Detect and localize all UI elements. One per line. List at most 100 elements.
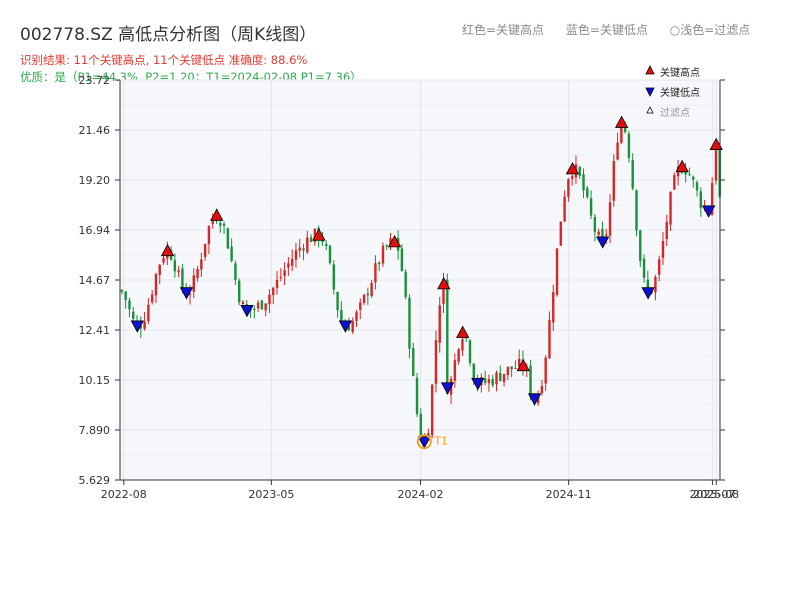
legend-low-icon	[645, 87, 655, 97]
candle-body	[139, 325, 143, 329]
legend-red-text: 红色=关键高点	[462, 23, 545, 37]
legend-light-text: ○浅色=过滤点	[669, 23, 751, 37]
candle-body	[211, 219, 214, 225]
markers: T1	[130, 115, 723, 450]
candle-body	[623, 124, 627, 132]
candle-body	[237, 280, 241, 303]
candle-body	[529, 365, 532, 395]
x-tick-label: 2024-02	[398, 488, 444, 501]
candle-body	[219, 223, 222, 226]
candle-body	[230, 246, 233, 261]
candle-body	[207, 226, 211, 245]
candle-body	[332, 264, 335, 290]
t1-circle	[416, 434, 432, 450]
candle-body	[631, 160, 634, 189]
candle-body	[442, 278, 445, 304]
axes: 5.629 7.890 10.15 12.41 14.67 16.94 19.20 21.46…	[79, 74, 740, 501]
key-high-marker	[160, 243, 175, 257]
candle-body	[688, 174, 691, 176]
candle-body	[419, 413, 423, 439]
candle-body	[400, 248, 404, 271]
y-tick-label: 21.46	[79, 124, 111, 137]
candle-body	[438, 305, 441, 343]
candle-body	[597, 231, 600, 235]
candle-body	[351, 320, 354, 332]
candle-body	[699, 191, 703, 208]
candle-body	[499, 372, 502, 381]
candle-body	[502, 373, 506, 383]
candle-body	[627, 133, 631, 158]
candle-body	[222, 223, 226, 226]
candle-body	[234, 263, 237, 280]
candle-body	[483, 378, 487, 383]
y-tick-label: 10.15	[79, 374, 111, 387]
key-high-marker	[387, 235, 402, 248]
candle-body	[567, 179, 570, 197]
candle-body	[665, 221, 668, 239]
key-low-marker	[701, 205, 716, 218]
candle-body	[128, 300, 131, 310]
candle-body	[268, 294, 271, 305]
candle-body	[298, 247, 301, 251]
y-tick-label: 16.94	[79, 224, 111, 237]
candle-body	[434, 340, 438, 384]
candle-body	[491, 379, 494, 386]
candle-body	[457, 349, 460, 362]
candle-body	[586, 188, 589, 198]
candle-body	[241, 301, 245, 305]
candle-body	[306, 237, 309, 253]
candle-body	[412, 348, 415, 376]
y-tick-label: 12.41	[79, 324, 111, 337]
key-high-marker	[675, 159, 689, 173]
candle-body	[389, 238, 392, 245]
candle-body	[673, 175, 676, 190]
key-high-marker	[210, 208, 224, 221]
candle-body	[661, 241, 665, 258]
candle-body	[548, 319, 551, 359]
candle-body	[147, 304, 150, 322]
candle-body	[601, 229, 604, 237]
x-tick-label: 2024-11	[546, 488, 592, 501]
candle-body	[514, 368, 517, 370]
legend-high-icon	[645, 65, 655, 75]
candle-body	[226, 228, 230, 249]
candle-body	[124, 291, 127, 300]
candle-body	[275, 279, 279, 288]
key-low-marker	[641, 287, 655, 300]
key-high-marker	[709, 137, 723, 150]
key-low-marker	[596, 236, 610, 249]
candle-body	[328, 245, 332, 263]
candle-body	[453, 360, 457, 381]
candle-body	[639, 230, 642, 262]
candle-body	[487, 379, 491, 384]
candle-body	[359, 302, 362, 310]
candle-body	[370, 282, 373, 297]
marker-legend: 关键高点 关键低点 过滤点	[645, 65, 700, 119]
candle-body	[620, 122, 623, 143]
candle-body	[593, 217, 597, 233]
candle-body	[692, 176, 695, 180]
key-low-marker	[130, 320, 144, 333]
candle-body	[181, 268, 184, 290]
y-tick-label: 14.67	[79, 274, 111, 287]
x-tick-label: 2022-08	[101, 488, 147, 501]
candle-body	[616, 142, 619, 160]
candle-body	[540, 386, 544, 394]
key-low-marker	[240, 304, 254, 318]
candle-body	[283, 270, 286, 276]
legend-filtered-icon	[646, 106, 654, 114]
candle-body	[158, 264, 161, 275]
candle-body	[517, 358, 521, 367]
candle-body	[256, 302, 260, 309]
key-high-marker	[312, 228, 326, 241]
candle-body	[657, 259, 661, 275]
legend-high-label: 关键高点	[660, 66, 700, 79]
candle-body	[120, 290, 124, 292]
candle-body	[605, 234, 608, 236]
candle-body	[695, 182, 699, 191]
color-legend: 红色=关键高点 蓝色=关键低点 ○浅色=过滤点	[462, 21, 768, 38]
x-tick-label: 2025-08	[693, 488, 739, 501]
candle-body	[253, 308, 256, 310]
candle-body	[684, 171, 687, 175]
candle-body	[710, 183, 714, 216]
